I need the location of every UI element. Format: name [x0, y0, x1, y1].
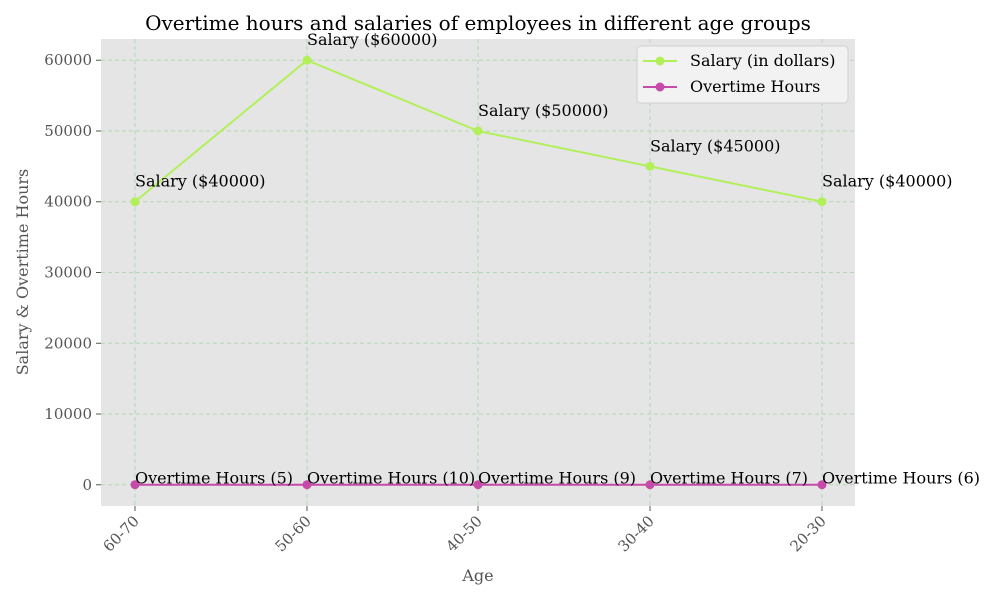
data-label: Overtime Hours (10) [307, 469, 475, 488]
y-axis-label: Salary & Overtime Hours [13, 169, 32, 376]
data-label: Salary ($45000) [650, 136, 781, 155]
data-point [130, 480, 140, 490]
legend-label: Overtime Hours [690, 77, 820, 96]
data-point [817, 480, 827, 490]
legend-marker [655, 56, 665, 66]
series-layer [130, 55, 827, 490]
data-point [302, 55, 312, 65]
y-tick-label: 40000 [44, 193, 92, 211]
y-tick-label: 10000 [44, 405, 92, 423]
y-tick-label: 30000 [44, 264, 92, 282]
chart-title: Overtime hours and salaries of employees… [145, 11, 811, 35]
data-label: Salary ($40000) [135, 172, 266, 191]
legend: Salary (in dollars) Overtime Hours [636, 45, 849, 104]
x-tick-label: 40-50 [443, 512, 486, 555]
data-label: Overtime Hours (6) [822, 469, 980, 488]
grid-lines [101, 39, 855, 506]
data-label: Overtime Hours (7) [650, 469, 808, 488]
data-point [473, 480, 483, 490]
data-point [645, 480, 655, 490]
data-point [302, 480, 312, 490]
y-tick-label: 0 [82, 476, 92, 494]
x-tick-label: 60-70 [100, 512, 143, 555]
data-point [130, 197, 140, 207]
data-point [817, 197, 827, 207]
y-tick-label: 50000 [44, 122, 92, 140]
x-tick-label: 20-30 [787, 512, 830, 555]
x-tick-label: 30-40 [615, 512, 658, 555]
data-point [645, 161, 655, 171]
data-label: Salary ($50000) [478, 101, 609, 120]
x-axis-label: Age [461, 566, 493, 585]
legend-marker [655, 82, 665, 92]
data-label: Overtime Hours (5) [135, 469, 293, 488]
y-tick-label: 60000 [44, 51, 92, 69]
legend-label: Salary (in dollars) [690, 51, 835, 70]
x-tick-label: 50-60 [272, 512, 315, 555]
data-label: Overtime Hours (9) [478, 469, 636, 488]
data-label: Salary ($60000) [307, 30, 438, 49]
y-axis-ticks: 0 10000 20000 30000 40000 50000 60000 [44, 51, 101, 494]
legend-box [636, 45, 849, 104]
y-tick-label: 20000 [44, 334, 92, 352]
data-annotations: Salary ($40000) Salary ($60000) Salary ($5… [135, 30, 980, 488]
data-label: Salary ($40000) [822, 172, 953, 191]
data-point [473, 126, 483, 136]
x-axis-ticks: 60-70 50-60 40-50 30-40 20-30 [100, 506, 830, 555]
